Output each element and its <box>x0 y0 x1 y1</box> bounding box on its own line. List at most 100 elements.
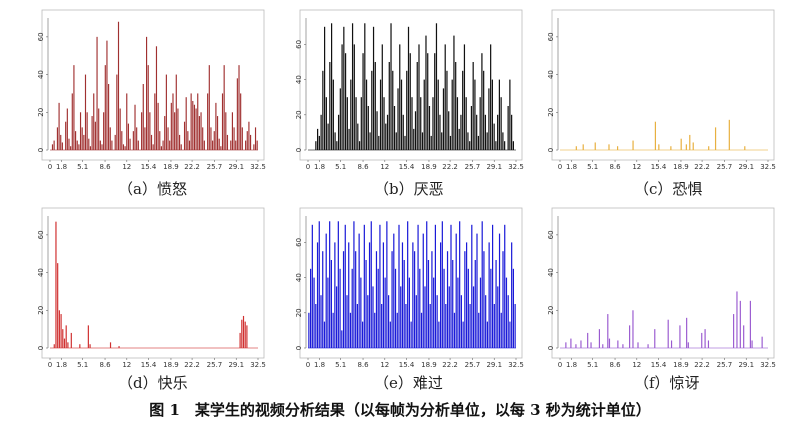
x-tick-label: 12 <box>122 163 131 171</box>
chart-svg-fear: 0 20 40 60 0 1.8 5.1 8.6 12 15.4 18.9 22.2 25.7 29.1 3… <box>547 9 776 171</box>
y-tick-label: 60 <box>37 230 45 239</box>
figure-caption: 图 1 某学生的视频分析结果（以每帧为分析单位，以每 3 秒为统计单位） <box>149 401 651 419</box>
x-tick-label: 18.9 <box>163 361 179 369</box>
x-tick-label: 8.6 <box>609 163 621 171</box>
panel-caption-happiness: （d）快乐 <box>118 374 188 392</box>
chart-svg-surprise: 0 20 40 60 0 1.8 5.1 8.6 12 15.4 18.9 22.2 25.7 29.1 3… <box>547 207 776 369</box>
x-tick-label: 8.6 <box>99 163 111 171</box>
x-tick-label: 29.1 <box>486 163 502 171</box>
x-tick-label: 18.9 <box>673 163 689 171</box>
y-tick-label: 20 <box>547 108 555 117</box>
y-tick-label: 0 <box>547 148 555 152</box>
y-tick-label: 60 <box>547 230 555 239</box>
x-tick-label: 8.6 <box>357 163 369 171</box>
y-tick-label: 0 <box>295 346 303 350</box>
x-tick-label: 25.7 <box>717 163 733 171</box>
x-tick-label: 29.1 <box>738 361 754 369</box>
x-tick-label: 1.8 <box>314 361 325 369</box>
chart-svg-anger: 0 20 40 60 0 1.8 5.1 8.6 12 15.4 18.9 22.2 25.7 29.1 3… <box>37 9 266 171</box>
x-tick-label: 8.6 <box>609 361 621 369</box>
x-tick-label: 12 <box>380 163 389 171</box>
x-tick-label: 32.5 <box>250 361 266 369</box>
y-tick-label: 60 <box>547 32 555 41</box>
x-tick-label: 15.4 <box>141 361 157 369</box>
x-tick-label: 22.2 <box>442 163 458 171</box>
x-tick-label: 22.2 <box>694 361 710 369</box>
x-tick-label: 12 <box>632 163 641 171</box>
x-tick-label: 5.1 <box>587 361 598 369</box>
y-tick-label: 40 <box>547 268 555 277</box>
x-tick-label: 0 <box>48 361 52 369</box>
x-tick-label: 8.6 <box>357 361 369 369</box>
x-tick-label: 32.5 <box>760 163 776 171</box>
x-tick-label: 18.9 <box>421 163 437 171</box>
plot-frame <box>551 9 775 161</box>
chart-panel-anger: 0 20 40 60 0 1.8 5.1 8.6 12 15.4 18.9 22.2 25.7 29.1 3… <box>28 6 270 174</box>
plot-frame <box>41 207 265 359</box>
x-tick-label: 12 <box>632 361 641 369</box>
y-tick-label: 0 <box>37 148 45 152</box>
x-tick-label: 18.9 <box>421 361 437 369</box>
x-tick-label: 0 <box>306 163 310 171</box>
x-tick-label: 0 <box>48 163 52 171</box>
y-tick-label: 20 <box>37 108 45 117</box>
x-tick-label: 32.5 <box>760 361 776 369</box>
x-tick-label: 25.7 <box>465 361 481 369</box>
x-tick-label: 0 <box>558 361 562 369</box>
x-tick-label: 29.1 <box>486 361 502 369</box>
x-tick-label: 0 <box>306 361 310 369</box>
y-tick-label: 40 <box>295 75 303 84</box>
panel-caption-sadness: （e）难过 <box>374 374 443 392</box>
x-tick-label: 0 <box>558 163 562 171</box>
x-tick-label: 22.2 <box>694 163 710 171</box>
x-tick-label: 32.5 <box>508 361 524 369</box>
y-tick-label: 20 <box>37 306 45 315</box>
x-tick-label: 25.7 <box>465 163 481 171</box>
x-tick-label: 25.7 <box>717 361 733 369</box>
x-tick-label: 29.1 <box>738 163 754 171</box>
chart-panel-happiness: 0 20 40 60 0 1.8 5.1 8.6 12 15.4 18.9 22.2 25.7 29.1 3… <box>28 204 270 372</box>
panel-caption-anger: （a）愤怒 <box>118 180 187 198</box>
y-tick-label: 60 <box>295 40 303 49</box>
x-tick-label: 29.1 <box>228 361 244 369</box>
y-tick-label: 40 <box>37 268 45 277</box>
x-tick-label: 8.6 <box>99 361 111 369</box>
x-tick-label: 1.8 <box>56 361 67 369</box>
y-tick-label: 20 <box>295 308 303 317</box>
x-tick-label: 29.1 <box>228 163 244 171</box>
x-tick-label: 1.8 <box>314 163 325 171</box>
x-tick-label: 12 <box>122 361 131 369</box>
x-tick-label: 1.8 <box>566 361 577 369</box>
y-tick-label: 40 <box>295 273 303 282</box>
y-tick-label: 0 <box>295 148 303 152</box>
x-tick-label: 22.2 <box>442 361 458 369</box>
x-tick-label: 25.7 <box>207 361 223 369</box>
chart-svg-sadness: 0 20 40 60 0 1.8 5.1 8.6 12 15.4 18.9 22.2 25.7 29.1 3… <box>295 207 524 369</box>
x-tick-label: 15.4 <box>651 361 667 369</box>
x-tick-label: 5.1 <box>77 361 88 369</box>
x-tick-label: 32.5 <box>508 163 524 171</box>
x-tick-label: 15.4 <box>651 163 667 171</box>
x-tick-label: 12 <box>380 361 389 369</box>
chart-panel-disgust: 0 20 40 60 0 1.8 5.1 8.6 12 15.4 18.9 22.2 25.7 29.1 3… <box>286 6 528 174</box>
x-tick-label: 15.4 <box>399 163 415 171</box>
x-tick-label: 1.8 <box>566 163 577 171</box>
x-tick-label: 1.8 <box>56 163 67 171</box>
y-tick-label: 60 <box>37 32 45 41</box>
x-tick-label: 22.2 <box>184 163 200 171</box>
chart-svg-disgust: 0 20 40 60 0 1.8 5.1 8.6 12 15.4 18.9 22.2 25.7 29.1 3… <box>295 9 524 171</box>
x-tick-label: 15.4 <box>141 163 157 171</box>
x-tick-label: 32.5 <box>250 163 266 171</box>
x-tick-label: 15.4 <box>399 361 415 369</box>
chart-panel-surprise: 0 20 40 60 0 1.8 5.1 8.6 12 15.4 18.9 22.2 25.7 29.1 3… <box>538 204 780 372</box>
y-tick-label: 20 <box>295 110 303 119</box>
y-tick-label: 40 <box>547 70 555 79</box>
x-tick-label: 5.1 <box>77 163 88 171</box>
chart-svg-happiness: 0 20 40 60 0 1.8 5.1 8.6 12 15.4 18.9 22.2 25.7 29.1 3… <box>37 207 266 369</box>
y-tick-label: 0 <box>547 346 555 350</box>
x-tick-label: 5.1 <box>587 163 598 171</box>
panel-caption-disgust: （b）厌恶 <box>374 180 444 198</box>
y-tick-label: 20 <box>547 306 555 315</box>
panel-caption-surprise: （f）惊讶 <box>634 374 700 392</box>
y-tick-label: 0 <box>37 346 45 350</box>
